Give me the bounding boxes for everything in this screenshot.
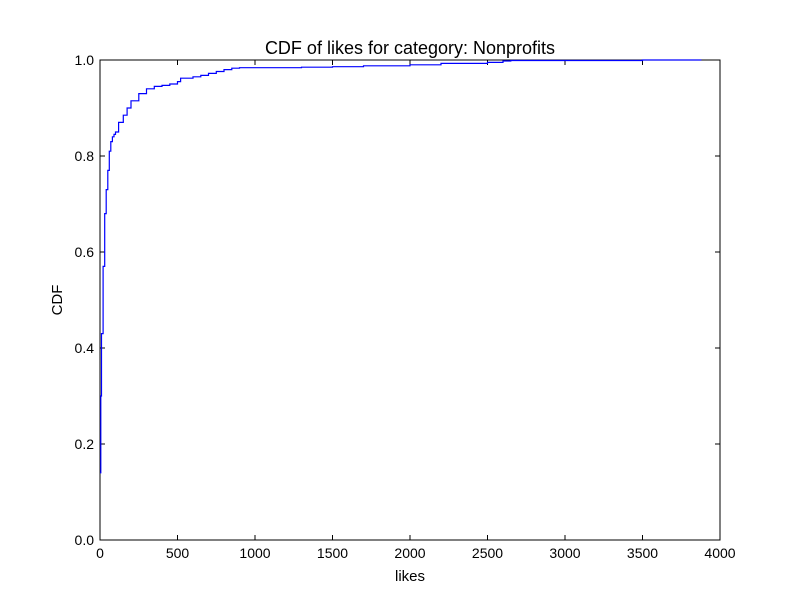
y-tick-label: 0.8 bbox=[75, 148, 95, 164]
y-tick-label: 1.0 bbox=[75, 52, 95, 68]
axis-ticks: 0 500 1000 1500 2000 2500 3000 3500 4000 0.0 0.2 0.… bbox=[75, 52, 736, 561]
y-axis-label: CDF bbox=[49, 285, 66, 316]
x-tick-label: 4000 bbox=[704, 545, 735, 561]
x-tick-label: 2000 bbox=[394, 545, 425, 561]
chart-title: CDF of likes for category: Nonprofits bbox=[265, 38, 555, 58]
x-tick-label: 2500 bbox=[472, 545, 503, 561]
x-axis-label: likes bbox=[395, 568, 425, 585]
x-tick-label: 3500 bbox=[627, 545, 658, 561]
y-tick-label: 0.2 bbox=[75, 436, 95, 452]
x-tick-label: 1000 bbox=[239, 545, 270, 561]
y-tick-label: 0.0 bbox=[75, 532, 95, 548]
y-tick-label: 0.4 bbox=[75, 340, 95, 356]
x-tick-label: 0 bbox=[96, 545, 104, 561]
plot-frame bbox=[99, 59, 721, 541]
x-tick-label: 500 bbox=[166, 545, 190, 561]
y-tick-label: 0.6 bbox=[75, 244, 95, 260]
x-tick-label: 1500 bbox=[317, 545, 348, 561]
cdf-line bbox=[100, 59, 702, 474]
x-tick-label: 3000 bbox=[549, 545, 580, 561]
